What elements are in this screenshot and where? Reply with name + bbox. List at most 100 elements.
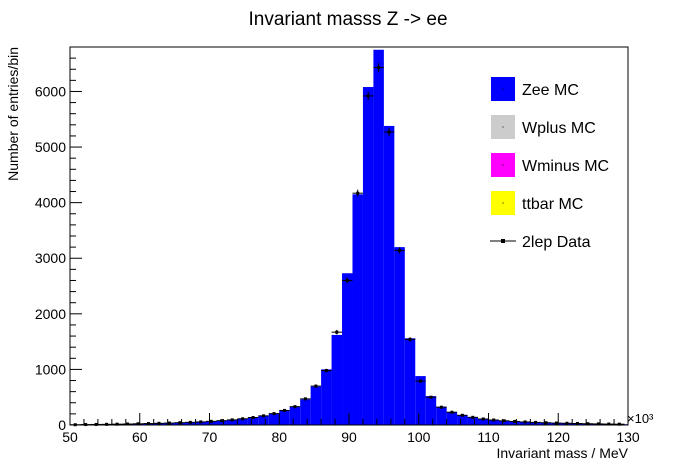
histogram-bar: [310, 386, 322, 425]
x-axis-ticks: 50 60 70 80 90 100 110 120 130: [62, 413, 640, 445]
histogram-bar: [425, 396, 437, 425]
data-point: [425, 395, 437, 399]
data-point: [122, 422, 133, 426]
chart-title: Invariant masss Z -> ee: [248, 9, 447, 30]
x-tick-label: 90: [341, 429, 357, 445]
histogram-bar: [226, 419, 238, 425]
data-point: [331, 329, 343, 335]
data-point: [582, 422, 594, 426]
histogram-bar: [519, 421, 531, 425]
data-point: [561, 421, 573, 425]
data-point: [143, 422, 154, 426]
data-point: [362, 91, 374, 101]
x-tick-label: 130: [616, 429, 640, 445]
data-point: [226, 418, 238, 422]
data-point: [268, 412, 280, 416]
data-point: [404, 337, 416, 342]
y-tick-label: 4000: [35, 195, 66, 211]
legend-entry: Wplus MC: [491, 115, 596, 139]
data-point: [174, 421, 186, 425]
histogram-bar: [342, 273, 353, 425]
histogram-bar: [362, 87, 374, 425]
data-point: [415, 379, 426, 383]
data-point: [540, 421, 552, 425]
y-tick-label: 3000: [35, 250, 66, 266]
x-tick-label: 70: [202, 429, 218, 445]
legend-entry: Zee MC: [491, 77, 579, 101]
histogram-bar: [247, 417, 259, 425]
data-point: [383, 128, 395, 137]
data-point: [467, 415, 479, 419]
histogram-bar: [488, 419, 499, 425]
data-point: [164, 421, 175, 425]
data-point: [478, 417, 489, 421]
histogram-bar: [404, 338, 416, 425]
y-axis-label: Number of entries/bin: [5, 47, 21, 181]
histogram-bar: [195, 421, 207, 425]
x-tick-label: 60: [132, 429, 148, 445]
data-point: [132, 422, 144, 426]
legend-label: 2lep Data: [522, 234, 591, 251]
y-axis-ticks: 0 1000 2000 3000 4000 5000 6000: [35, 46, 82, 433]
histogram-bar: [289, 406, 301, 425]
data-point: [603, 422, 615, 426]
data-point: [101, 422, 112, 426]
y-tick-label: 2000: [35, 306, 66, 322]
data-point: [153, 421, 165, 425]
data-point: [216, 419, 227, 423]
histogram-bar: [457, 414, 468, 425]
histogram-bar: [394, 247, 405, 425]
legend-label: Wplus MC: [522, 120, 596, 137]
histogram-bar: [331, 334, 343, 425]
y-tick-label: 6000: [35, 83, 66, 99]
data-point: [457, 413, 468, 417]
histogram-bar: [279, 410, 290, 425]
data-point: [530, 420, 541, 424]
data-point: [352, 189, 363, 197]
x-tick-label: 120: [547, 429, 571, 445]
data-point: [279, 408, 290, 412]
legend-label: ttbar MC: [522, 196, 583, 213]
data-point: [593, 422, 604, 426]
histogram-bar: [373, 49, 384, 425]
x-tick-label: 110: [477, 429, 500, 445]
data-point: [572, 421, 583, 425]
histogram-bar: [498, 420, 510, 425]
data-point: [373, 63, 384, 73]
histogram-bar: [237, 418, 248, 425]
data-point: [310, 384, 322, 388]
data-point: [436, 405, 447, 409]
data-point: [519, 420, 531, 424]
data-point: [300, 397, 311, 401]
data-point: [342, 277, 353, 284]
y-tick-label: 5000: [35, 139, 66, 155]
histogram-bar: [268, 413, 280, 425]
histogram-bar: [206, 421, 217, 425]
y-tick-label: 0: [58, 417, 66, 433]
data-point: [498, 419, 510, 423]
data-point: [614, 422, 625, 426]
legend-label: Zee MC: [522, 82, 579, 99]
data-point: [551, 421, 562, 425]
histogram-bar: [467, 417, 479, 425]
x-tick-label: 50: [62, 429, 78, 445]
histogram-bar: [258, 415, 269, 425]
histogram-bar: [509, 421, 520, 425]
histogram-bar: [415, 376, 426, 425]
legend-entry: 2lep Data: [490, 234, 591, 251]
data-point: [111, 422, 123, 426]
histogram-bar: [478, 418, 489, 425]
data-point: [321, 368, 332, 373]
x-tick-label: 80: [271, 429, 287, 445]
legend-label: Wminus MC: [522, 158, 609, 175]
data-point: [247, 415, 259, 419]
data-point: [289, 405, 301, 409]
legend: Zee MC Wplus MC Wminus MC ttbar MC 2lep Data: [490, 77, 609, 251]
x-tick-label: 100: [407, 429, 431, 445]
x-axis-multiplier: ×10³: [627, 411, 654, 426]
data-point: [206, 419, 217, 423]
data-point: [509, 419, 520, 423]
data-point: [446, 410, 458, 414]
